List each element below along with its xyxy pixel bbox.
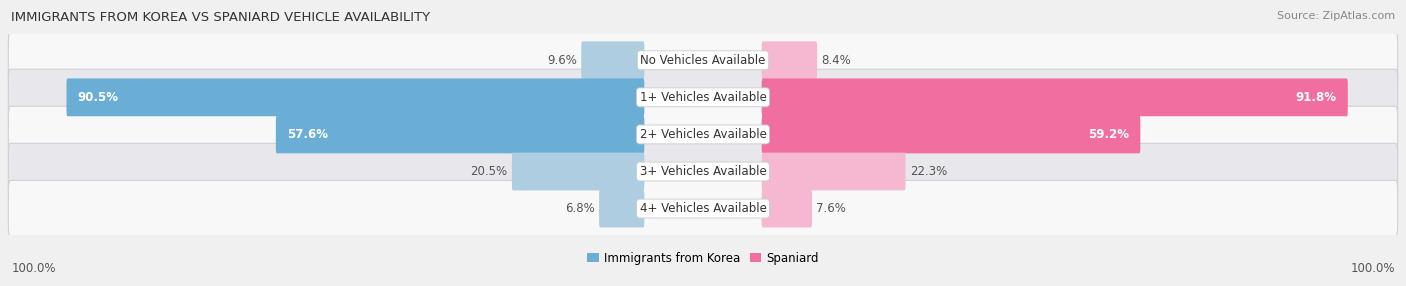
FancyBboxPatch shape xyxy=(762,41,817,79)
Text: 8.4%: 8.4% xyxy=(821,54,851,67)
Text: 90.5%: 90.5% xyxy=(77,91,118,104)
Text: 59.2%: 59.2% xyxy=(1088,128,1129,141)
Text: 100.0%: 100.0% xyxy=(11,262,56,275)
FancyBboxPatch shape xyxy=(599,190,644,227)
Text: 9.6%: 9.6% xyxy=(547,54,576,67)
FancyBboxPatch shape xyxy=(762,153,905,190)
FancyBboxPatch shape xyxy=(276,116,644,153)
FancyBboxPatch shape xyxy=(66,78,644,116)
FancyBboxPatch shape xyxy=(512,153,644,190)
FancyBboxPatch shape xyxy=(581,41,644,79)
FancyBboxPatch shape xyxy=(8,180,1398,237)
Text: 4+ Vehicles Available: 4+ Vehicles Available xyxy=(640,202,766,215)
Text: 6.8%: 6.8% xyxy=(565,202,595,215)
FancyBboxPatch shape xyxy=(8,143,1398,200)
Text: Source: ZipAtlas.com: Source: ZipAtlas.com xyxy=(1277,11,1395,21)
Text: 91.8%: 91.8% xyxy=(1296,91,1337,104)
Text: 57.6%: 57.6% xyxy=(287,128,328,141)
Text: 3+ Vehicles Available: 3+ Vehicles Available xyxy=(640,165,766,178)
Text: No Vehicles Available: No Vehicles Available xyxy=(640,54,766,67)
Legend: Immigrants from Korea, Spaniard: Immigrants from Korea, Spaniard xyxy=(588,252,818,265)
FancyBboxPatch shape xyxy=(8,69,1398,126)
FancyBboxPatch shape xyxy=(762,116,1140,153)
Text: 2+ Vehicles Available: 2+ Vehicles Available xyxy=(640,128,766,141)
Text: IMMIGRANTS FROM KOREA VS SPANIARD VEHICLE AVAILABILITY: IMMIGRANTS FROM KOREA VS SPANIARD VEHICL… xyxy=(11,11,430,24)
FancyBboxPatch shape xyxy=(8,32,1398,88)
Text: 7.6%: 7.6% xyxy=(817,202,846,215)
FancyBboxPatch shape xyxy=(8,106,1398,163)
FancyBboxPatch shape xyxy=(762,190,813,227)
Text: 20.5%: 20.5% xyxy=(471,165,508,178)
FancyBboxPatch shape xyxy=(762,78,1348,116)
Text: 100.0%: 100.0% xyxy=(1350,262,1395,275)
Text: 22.3%: 22.3% xyxy=(910,165,948,178)
Text: 1+ Vehicles Available: 1+ Vehicles Available xyxy=(640,91,766,104)
